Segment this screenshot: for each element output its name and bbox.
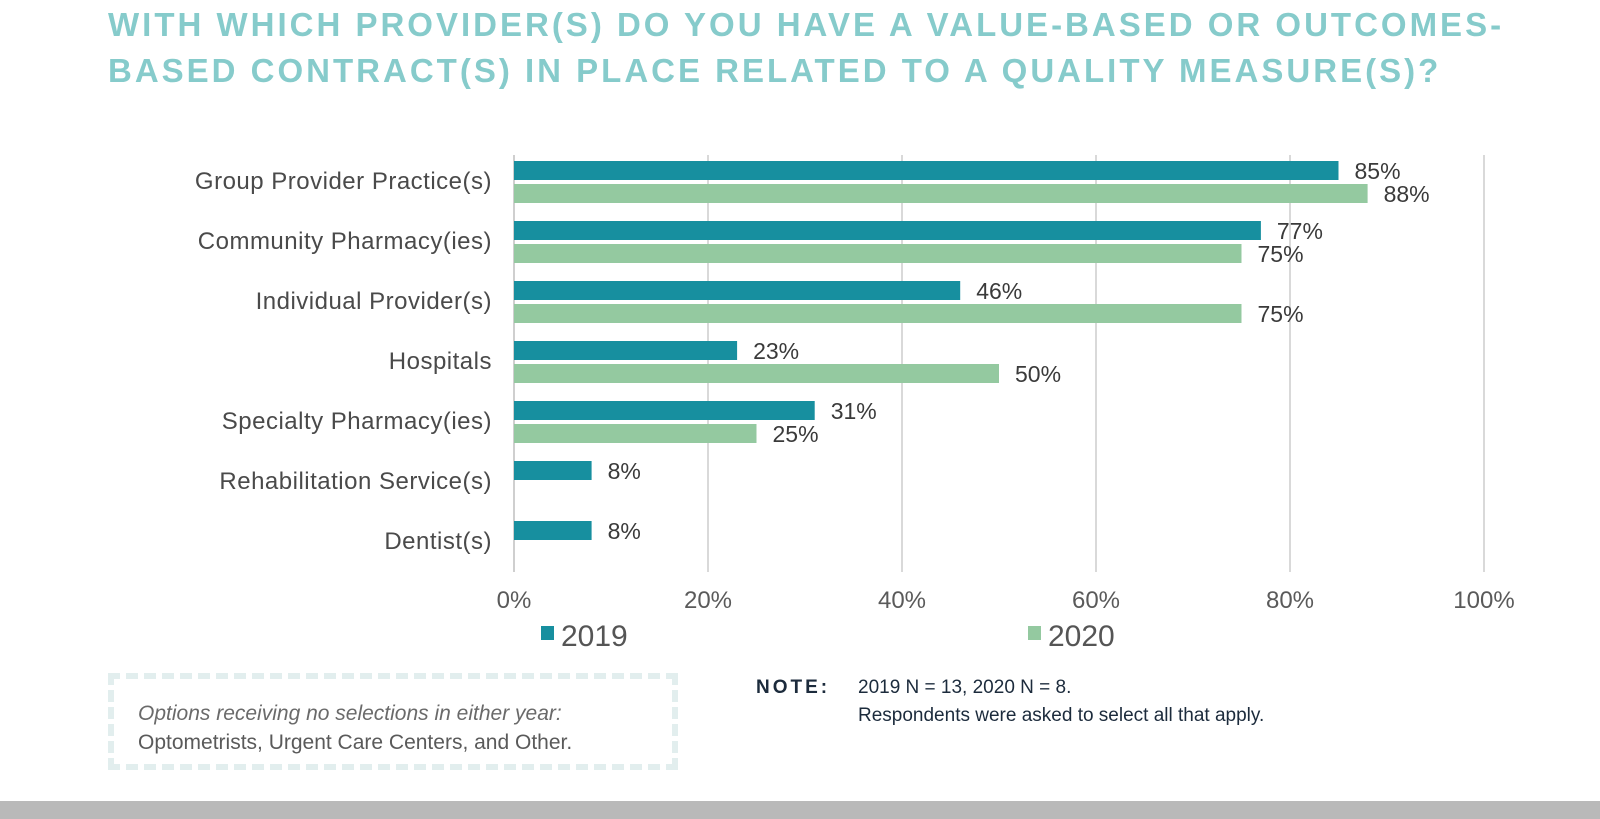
value-label-2020: 75% bbox=[1258, 301, 1304, 327]
x-tick-label: 80% bbox=[1266, 587, 1314, 614]
value-label-2019: 31% bbox=[831, 398, 877, 424]
note-sample-size: 2019 N = 13, 2020 N = 8. bbox=[858, 677, 1072, 698]
legend-swatch-2020 bbox=[1028, 626, 1041, 640]
bar-2019-0 bbox=[514, 161, 1339, 180]
bar-2020-3 bbox=[514, 364, 999, 383]
value-label-2020: 50% bbox=[1015, 361, 1061, 387]
chart-title: WITH WHICH PROVIDER(S) DO YOU HAVE A VAL… bbox=[108, 6, 1505, 89]
category-label: Hospitals bbox=[389, 348, 492, 375]
bar-2020-2 bbox=[514, 304, 1242, 323]
value-label-2020: 25% bbox=[773, 421, 819, 447]
legend-label-2019: 2019 bbox=[561, 620, 628, 653]
x-tick-label: 20% bbox=[684, 587, 732, 614]
bar-2019-4 bbox=[514, 401, 815, 420]
note-key: NOTE: bbox=[756, 677, 831, 698]
category-label: Rehabilitation Service(s) bbox=[219, 468, 492, 495]
x-tick-label: 100% bbox=[1453, 587, 1514, 614]
bottom-scrollbar-strip bbox=[0, 801, 1600, 819]
value-label-2019: 8% bbox=[608, 458, 641, 484]
bar-2019-3 bbox=[514, 341, 738, 360]
value-label-2020: 88% bbox=[1384, 181, 1430, 207]
legend-label-2020: 2020 bbox=[1048, 620, 1115, 653]
callout-heading: Options receiving no selections in eithe… bbox=[138, 702, 562, 725]
x-tick-label: 60% bbox=[1072, 587, 1120, 614]
value-label-2019: 8% bbox=[608, 518, 641, 544]
category-label: Specialty Pharmacy(ies) bbox=[222, 408, 492, 435]
value-label-2019: 77% bbox=[1277, 218, 1323, 244]
category-label: Individual Provider(s) bbox=[256, 288, 492, 315]
callout-body: Optometrists, Urgent Care Centers, and O… bbox=[138, 731, 573, 754]
bar-2020-1 bbox=[514, 244, 1242, 263]
category-label: Community Pharmacy(ies) bbox=[198, 228, 492, 255]
value-label-2019: 85% bbox=[1355, 158, 1401, 184]
x-tick-label: 0% bbox=[497, 587, 532, 614]
value-label-2020: 75% bbox=[1258, 241, 1304, 267]
x-tick-label: 40% bbox=[878, 587, 926, 614]
legend-swatch-2019 bbox=[541, 626, 554, 640]
bar-2020-4 bbox=[514, 424, 757, 443]
bar-2019-1 bbox=[514, 221, 1261, 240]
note-instruction: Respondents were asked to select all tha… bbox=[858, 705, 1265, 726]
bar-2019-6 bbox=[514, 521, 592, 540]
category-label: Dentist(s) bbox=[384, 528, 492, 555]
value-label-2019: 23% bbox=[753, 338, 799, 364]
no-selection-callout: Options receiving no selections in eithe… bbox=[108, 673, 678, 770]
bar-2019-5 bbox=[514, 461, 592, 480]
category-label: Group Provider Practice(s) bbox=[195, 168, 492, 195]
value-label-2019: 46% bbox=[976, 278, 1022, 304]
bar-2019-2 bbox=[514, 281, 961, 300]
bar-2020-0 bbox=[514, 184, 1368, 203]
